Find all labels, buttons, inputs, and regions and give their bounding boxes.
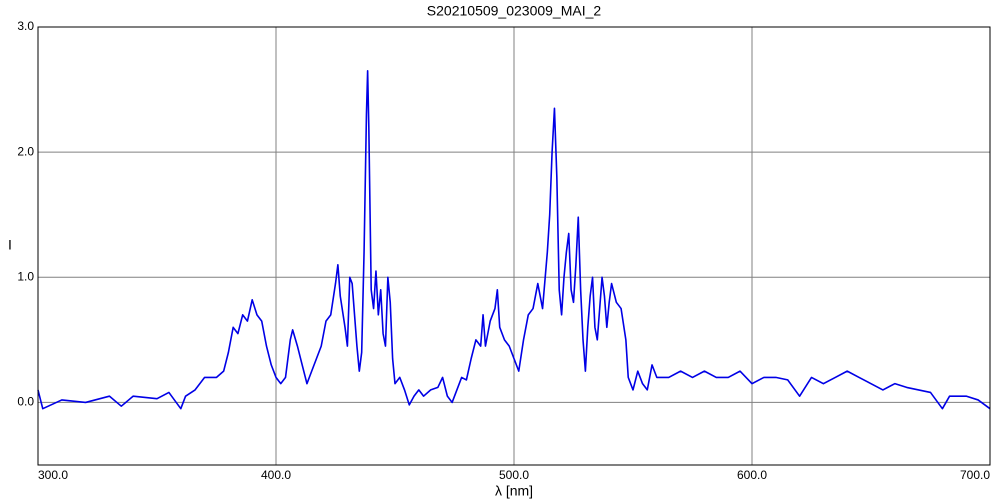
x-axis-label: λ [nm] [495,483,533,499]
plot-frame [37,26,991,466]
spectrum-line [37,70,991,410]
y-tick-label: 1.0 [17,269,34,283]
x-tick-label: 300.0 [38,468,68,482]
y-tick-label: 2.0 [17,144,34,158]
x-tick-label: 500.0 [499,468,529,482]
y-tick-label: 3.0 [17,19,34,33]
x-tick-label: 600.0 [737,468,767,482]
x-tick-label: 700.0 [960,468,990,482]
chart-title: S20210509_023009_MAI_2 [427,3,602,19]
y-tick-label: 0.0 [17,395,34,409]
x-tick-label: 400.0 [261,468,291,482]
y-axis-label: I [8,237,12,253]
